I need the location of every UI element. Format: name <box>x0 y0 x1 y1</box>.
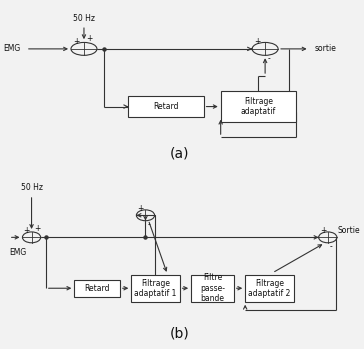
Text: -: - <box>268 54 270 63</box>
Bar <box>128 96 203 117</box>
Text: +: + <box>87 34 93 43</box>
Text: Filtrage
adaptatif: Filtrage adaptatif <box>241 97 276 116</box>
Text: +: + <box>254 37 261 46</box>
Text: Retard: Retard <box>84 284 110 293</box>
Text: +: + <box>320 226 326 235</box>
Text: (a): (a) <box>170 147 189 161</box>
Text: 50 Hz: 50 Hz <box>73 14 95 23</box>
Text: (b): (b) <box>170 327 190 341</box>
Bar <box>74 280 120 297</box>
Text: EMG: EMG <box>9 247 26 257</box>
Text: EMG: EMG <box>4 44 21 53</box>
Text: +: + <box>24 226 30 235</box>
Text: +: + <box>34 224 40 232</box>
Text: Filtrage
adaptatif 2: Filtrage adaptatif 2 <box>248 279 290 298</box>
Text: +: + <box>138 204 144 213</box>
Text: Filtrage
adaptatif 1: Filtrage adaptatif 1 <box>134 279 177 298</box>
Text: 50 Hz: 50 Hz <box>20 183 43 192</box>
Bar <box>245 275 294 302</box>
Bar <box>221 91 296 122</box>
Text: Retard: Retard <box>153 102 179 111</box>
Text: -: - <box>148 220 150 229</box>
Text: Filtre
passe-
bande: Filtre passe- bande <box>200 273 225 303</box>
Bar <box>191 275 234 302</box>
Bar <box>131 275 180 302</box>
Text: Sortie: Sortie <box>338 226 360 235</box>
Text: sortie: sortie <box>314 44 337 53</box>
Text: +: + <box>73 37 79 46</box>
Text: -: - <box>330 242 333 251</box>
